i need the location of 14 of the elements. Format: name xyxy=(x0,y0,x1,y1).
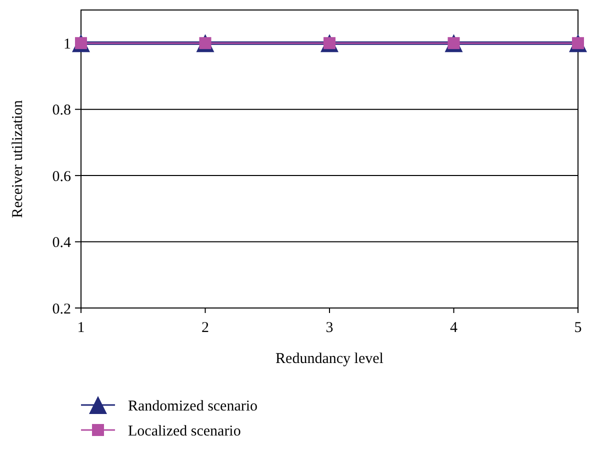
x-axis-title: Redundancy level xyxy=(276,351,384,367)
x-tick-label: 5 xyxy=(574,320,582,336)
y-tick-label: 1 xyxy=(64,36,71,52)
x-tick-label: 1 xyxy=(77,320,85,336)
y-tick-label: 0.6 xyxy=(52,168,72,185)
y-axis-title: Receiver utilization xyxy=(10,100,26,218)
legend-label: Randomized scenario xyxy=(128,398,258,414)
x-tick-label: 4 xyxy=(450,320,458,336)
legend-label: Localized scenario xyxy=(128,423,241,440)
y-tick-label: 0.2 xyxy=(52,301,71,318)
y-tick-label: 0.8 xyxy=(52,102,71,119)
x-tick-label: 2 xyxy=(202,320,209,336)
y-tick-label: 0.4 xyxy=(52,235,72,252)
x-tick-label: 3 xyxy=(326,320,334,336)
